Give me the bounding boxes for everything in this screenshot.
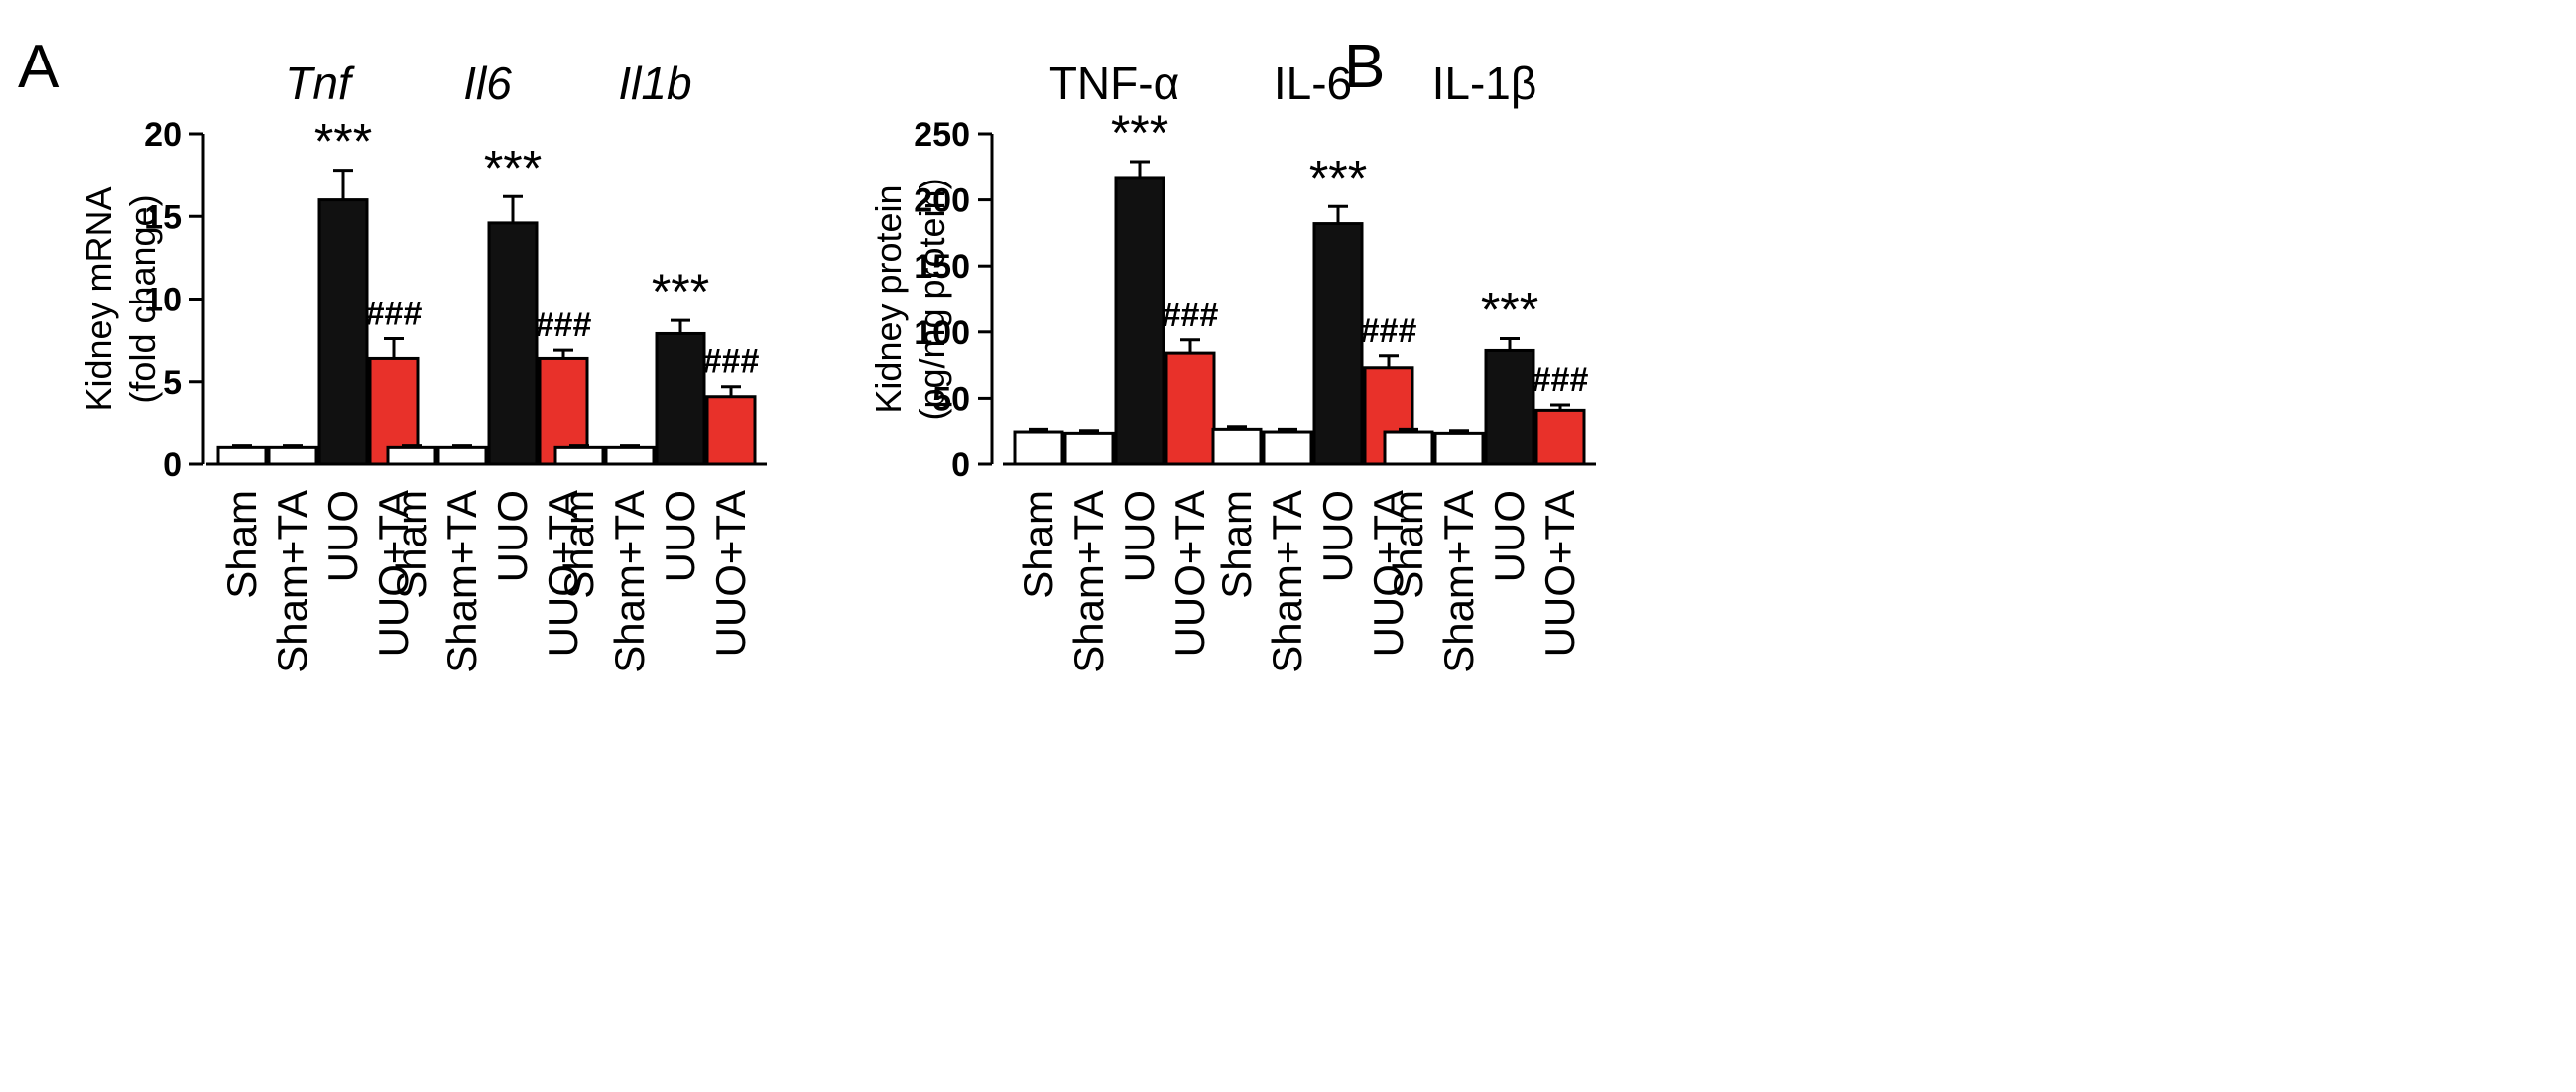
bar-sham bbox=[1211, 427, 1263, 466]
bar-uuo bbox=[317, 198, 369, 466]
x-category-label: Sham bbox=[1213, 490, 1260, 599]
group-title-3: IL-1β bbox=[1432, 58, 1537, 109]
bar-sham-ta bbox=[1433, 431, 1485, 466]
x-category-label: Sham+TA bbox=[1264, 490, 1310, 673]
group-title-3: Il1b bbox=[618, 58, 691, 109]
bar-sham-ta bbox=[267, 445, 318, 466]
x-category-label: UUO+TA bbox=[1536, 490, 1583, 657]
x-category-label: UUO+TA bbox=[540, 490, 586, 657]
y-tick-label-0: 0 bbox=[163, 446, 182, 484]
x-category-label: Sham+TA bbox=[606, 490, 653, 673]
bar-uuo bbox=[1114, 176, 1165, 466]
x-category-label: Sham+TA bbox=[269, 490, 315, 673]
bar-uuo-ta bbox=[1165, 351, 1216, 466]
y-axis-label-line: (pg/mg protein) bbox=[912, 178, 952, 420]
bar-uuo-ta bbox=[1534, 408, 1586, 466]
y-tick-label-5: 5 bbox=[163, 364, 182, 402]
significance-hash: ### bbox=[1361, 312, 1417, 350]
x-category-label: Sham bbox=[555, 490, 602, 599]
x-category-label: UUO bbox=[1486, 490, 1533, 582]
x-category-label: Sham bbox=[1015, 490, 1061, 599]
x-category-label: UUO+TA bbox=[370, 490, 417, 657]
x-category-label: UUO bbox=[489, 490, 536, 582]
panel-letter-a: A bbox=[18, 33, 60, 101]
y-tick-label-0: 0 bbox=[951, 446, 970, 484]
bar-sham bbox=[553, 445, 605, 466]
y-axis-label-line: Kidney mRNA bbox=[78, 186, 119, 411]
x-category-label: Sham bbox=[218, 490, 265, 599]
bar-sham bbox=[1383, 430, 1434, 466]
group-title-2: Il6 bbox=[463, 58, 512, 109]
x-category-label: UUO+TA bbox=[1166, 490, 1213, 657]
x-category-label: Sham+TA bbox=[438, 490, 485, 673]
bar-uuo bbox=[487, 221, 539, 466]
group-title-2: IL-6 bbox=[1274, 58, 1352, 109]
bar-uuo bbox=[1312, 222, 1364, 466]
bar-sham-ta bbox=[1262, 430, 1313, 466]
x-category-label: UUO bbox=[319, 490, 366, 582]
bar-uuo-ta bbox=[705, 395, 757, 466]
y-tick-label-20: 20 bbox=[144, 116, 182, 154]
x-category-label: Sham+TA bbox=[1435, 490, 1482, 673]
x-category-label: Sham bbox=[388, 490, 434, 599]
panel-letter-b: B bbox=[1344, 33, 1385, 101]
significance-hash: ### bbox=[536, 306, 592, 344]
y-axis-label: Kidney mRNA(fold change) bbox=[78, 186, 163, 411]
bar-sham-ta bbox=[604, 445, 656, 466]
bar-uuo bbox=[655, 331, 706, 466]
bar-sham bbox=[216, 445, 268, 466]
y-tick-label-100: 100 bbox=[914, 314, 970, 352]
x-category-label: UUO bbox=[1314, 490, 1361, 582]
x-category-label: Sham bbox=[1385, 490, 1431, 599]
y-tick-label-10: 10 bbox=[144, 282, 182, 319]
x-category-label: UUO bbox=[1116, 490, 1163, 582]
y-axis-label-line: (fold change) bbox=[122, 194, 163, 403]
y-tick-label-200: 200 bbox=[914, 182, 970, 220]
x-category-label: UUO bbox=[657, 490, 703, 582]
bar-sham-ta bbox=[436, 445, 488, 466]
panel-a-chart: A 0 5 10 15 20 Kidney mRNA(fold change) Tnf Sha… bbox=[18, 33, 767, 673]
significance-stars: *** bbox=[484, 140, 542, 195]
significance-hash: ### bbox=[1163, 297, 1219, 334]
significance-stars: *** bbox=[652, 264, 709, 319]
x-category-label: UUO+TA bbox=[707, 490, 754, 657]
y-tick-label-15: 15 bbox=[144, 198, 182, 236]
bar-sham-ta bbox=[1063, 431, 1115, 466]
y-axis-label: Kidney protein(pg/mg protein) bbox=[868, 178, 952, 420]
group-title-1: TNF-α bbox=[1049, 58, 1179, 109]
y-tick-label-250: 250 bbox=[914, 116, 970, 154]
significance-hash: ### bbox=[1533, 361, 1589, 399]
significance-hash: ### bbox=[703, 343, 760, 381]
x-category-label: Sham+TA bbox=[1065, 490, 1112, 673]
significance-hash: ### bbox=[366, 295, 423, 332]
bar-sham bbox=[386, 445, 437, 466]
y-axis-label-line: Kidney protein bbox=[868, 184, 909, 413]
group-title-1: Tnf bbox=[285, 58, 355, 109]
significance-stars: *** bbox=[1481, 282, 1538, 337]
significance-stars: *** bbox=[314, 114, 372, 170]
y-tick-label-50: 50 bbox=[932, 380, 970, 418]
significance-stars: *** bbox=[1309, 150, 1367, 205]
y-tick-label-150: 150 bbox=[914, 248, 970, 286]
bar-sham bbox=[1013, 430, 1064, 466]
bar-uuo bbox=[1484, 348, 1535, 466]
significance-stars: *** bbox=[1111, 105, 1168, 161]
x-category-label: UUO+TA bbox=[1365, 490, 1411, 657]
